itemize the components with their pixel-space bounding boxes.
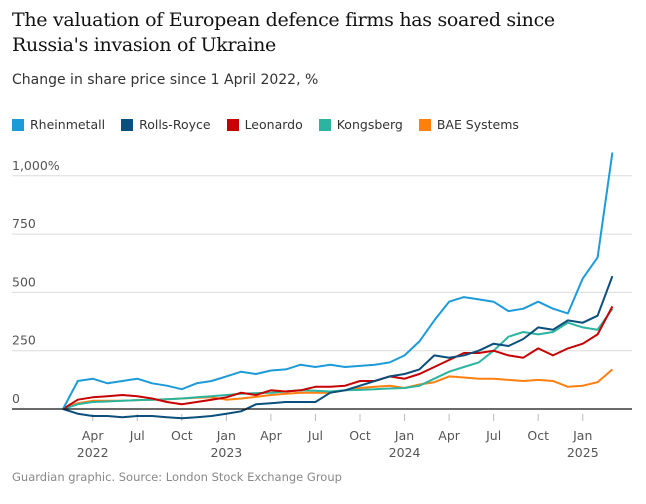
x-year-label: 2022 bbox=[77, 445, 109, 460]
x-year-label: 2025 bbox=[567, 445, 599, 460]
x-tick-label: Jan bbox=[572, 428, 592, 443]
source-footer: Guardian graphic. Source: London Stock E… bbox=[12, 470, 342, 484]
x-tick-label: Jul bbox=[307, 428, 323, 443]
x-tick-label: Apr bbox=[260, 428, 282, 443]
series-line-leonardo bbox=[62, 305, 614, 410]
x-tick-label: Oct bbox=[171, 428, 193, 443]
y-tick-label: 1,000% bbox=[12, 158, 60, 173]
x-tick-label: Jul bbox=[129, 428, 145, 443]
legend-label: Rheinmetall bbox=[30, 117, 106, 132]
legend-item: BAE Systems bbox=[418, 117, 519, 132]
chart-subtitle: Change in share price since 1 April 2022… bbox=[12, 72, 319, 88]
series-line-bae-systems bbox=[62, 368, 614, 410]
x-tick-label: Apr bbox=[438, 428, 460, 443]
legend-item: Kongsberg bbox=[318, 117, 403, 132]
x-tick-label: Jul bbox=[485, 428, 501, 443]
x-tick-label: Oct bbox=[527, 428, 549, 443]
legend-swatch bbox=[121, 118, 134, 131]
legend-item: Rolls-Royce bbox=[121, 117, 211, 132]
legend-label: Leonardo bbox=[244, 117, 303, 132]
legend-label: BAE Systems bbox=[436, 117, 519, 132]
x-tick-label: Jan bbox=[394, 428, 414, 443]
y-tick-label: 250 bbox=[12, 333, 36, 348]
chart-title: The valuation of European defence firms … bbox=[12, 9, 555, 56]
series-line-rolls-royce bbox=[62, 275, 614, 420]
y-tick-label: 500 bbox=[12, 274, 36, 289]
series-line-rheinmetall bbox=[62, 152, 614, 410]
x-tick-label: Oct bbox=[349, 428, 371, 443]
series-line-kongsberg bbox=[62, 308, 614, 410]
legend-swatch bbox=[418, 118, 431, 131]
legend-swatch bbox=[318, 118, 331, 131]
y-tick-label: 750 bbox=[12, 216, 36, 231]
legend-item: Rheinmetall bbox=[12, 117, 105, 132]
legend-item: Leonardo bbox=[226, 117, 303, 132]
legend-label: Kongsberg bbox=[336, 117, 403, 132]
x-tick-label: Apr bbox=[82, 428, 104, 443]
legend-label: Rolls-Royce bbox=[139, 117, 211, 132]
x-year-label: 2023 bbox=[210, 445, 242, 460]
legend-swatch bbox=[12, 118, 24, 131]
x-year-label: 2024 bbox=[389, 445, 421, 460]
y-tick-label: 0 bbox=[12, 391, 20, 406]
legend: Rheinmetall Rolls-Royce Leonardo Kongsberg B… bbox=[12, 117, 519, 132]
legend-swatch bbox=[226, 118, 239, 131]
x-tick-label: Jan bbox=[216, 428, 236, 443]
